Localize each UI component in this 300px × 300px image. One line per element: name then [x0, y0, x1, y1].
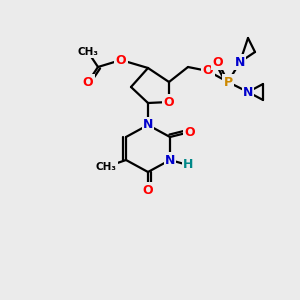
Text: O: O	[213, 56, 223, 68]
Text: O: O	[116, 53, 126, 67]
Text: N: N	[243, 85, 253, 98]
Text: O: O	[185, 125, 195, 139]
Text: P: P	[224, 76, 232, 88]
Text: CH₃: CH₃	[95, 162, 116, 172]
Text: CH₃: CH₃	[77, 47, 98, 57]
Text: O: O	[83, 76, 93, 88]
Text: O: O	[143, 184, 153, 196]
Text: H: H	[183, 158, 193, 172]
Text: N: N	[143, 118, 153, 131]
Text: N: N	[235, 56, 245, 68]
Text: O: O	[164, 95, 174, 109]
Text: O: O	[203, 64, 213, 77]
Text: N: N	[165, 154, 175, 166]
